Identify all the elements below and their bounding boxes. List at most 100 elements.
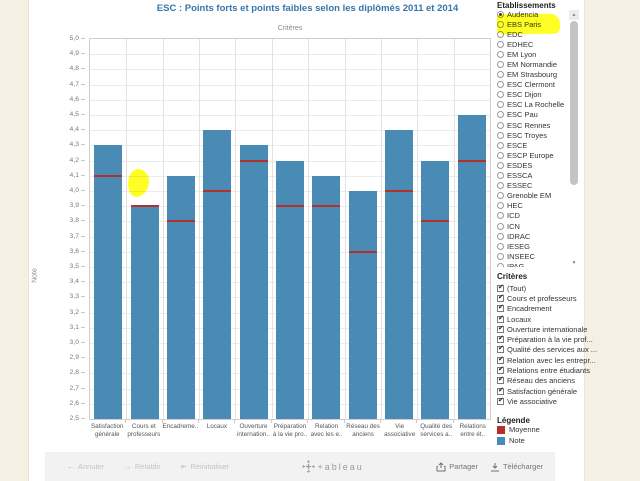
checkbox-icon: ✔ — [497, 294, 504, 302]
etablissement-option-esc-troyes[interactable]: ESC Troyes — [497, 130, 569, 140]
legend-label: Moyenne — [509, 425, 540, 434]
etablissement-option-esce[interactable]: ESCE — [497, 140, 569, 150]
legend-item-moyenne[interactable]: Moyenne — [497, 424, 540, 435]
scroll-down-icon[interactable]: ▼ — [571, 260, 577, 266]
etablissement-label: EDC — [507, 29, 523, 39]
critere-option-relations-entre-tudiants[interactable]: ✔ Relations entre étudiants — [497, 365, 590, 375]
column-separator — [417, 39, 419, 419]
etablissement-option-escp-europe[interactable]: ESCP Europe — [497, 150, 569, 160]
note-bar[interactable] — [130, 206, 159, 419]
radio-icon — [497, 40, 504, 48]
radio-icon — [497, 232, 504, 240]
etablissement-option-icd[interactable]: ICD — [497, 211, 569, 221]
checkmark-icon: ✔ — [498, 366, 504, 374]
radio-icon — [497, 91, 504, 99]
etablissement-option-essca[interactable]: ESSCA — [497, 171, 569, 181]
note-bar[interactable] — [203, 130, 232, 419]
etablissement-option-ieseg[interactable]: IESEG — [497, 241, 569, 251]
note-bar[interactable] — [166, 175, 195, 419]
note-bar[interactable] — [457, 115, 486, 419]
undo-button[interactable]: ← Annuler — [67, 462, 104, 471]
etablissement-option-esc-la-rochelle[interactable]: ESC La Rochelle — [497, 100, 569, 110]
etablissement-option-inseec[interactable]: INSEEC — [497, 251, 569, 261]
etablissement-label: ESSEC — [507, 181, 533, 191]
reset-button[interactable]: ⇤ Réinitialiser — [180, 462, 230, 471]
x-tick-mark — [234, 420, 236, 423]
x-axis-category-label: Relation avec les e.. — [310, 423, 343, 438]
column-separator — [235, 39, 237, 419]
moyenne-tick[interactable] — [385, 190, 414, 192]
critere-option-r-seau-des-anciens[interactable]: ✔ Réseau des anciens — [497, 376, 585, 386]
x-axis-category-label: Encadreme.. — [162, 423, 199, 430]
critere-option-cours-et-professeurs[interactable]: ✔ Cours et professeurs — [497, 293, 585, 303]
etablissement-option-hec[interactable]: HEC — [497, 201, 569, 211]
y-tick-mark — [81, 144, 85, 146]
critere-option-(tout)[interactable]: ✔ (Tout) — [497, 283, 585, 293]
gridline — [90, 99, 490, 101]
etablissement-option-esc-dijon[interactable]: ESC Dijon — [497, 90, 569, 100]
moyenne-tick[interactable] — [421, 220, 450, 223]
etablissement-option-grenoble-em[interactable]: Grenoble EM — [497, 191, 569, 201]
redo-arrow-icon: → — [123, 462, 132, 471]
column-separator — [162, 39, 164, 419]
download-button[interactable]: Télécharger — [490, 462, 543, 472]
critere-option-pr-paration-la-vie-prof-[interactable]: ✔ Préparation à la vie prof... — [497, 334, 593, 344]
etablissement-option-em-normandie[interactable]: EM Normandie — [497, 59, 569, 69]
note-bar[interactable] — [312, 175, 341, 419]
radio-icon — [497, 222, 504, 230]
x-tick-mark — [125, 420, 127, 423]
critere-option-vie-associative[interactable]: ✔ Vie associative — [497, 396, 585, 406]
etablissement-option-em-strasbourg[interactable]: EM Strasbourg — [497, 70, 569, 80]
etablissement-option-essec[interactable]: ESSEC — [497, 181, 569, 191]
tableau-logo-icon — [301, 460, 315, 473]
y-tick-label: 3,9 — [69, 202, 79, 210]
yellow-highlight-annotation — [497, 13, 561, 35]
moyenne-tick[interactable] — [276, 205, 304, 208]
criteres-header: Critères — [497, 272, 528, 281]
y-tick-mark — [81, 281, 85, 283]
etablissement-option-esdes[interactable]: ESDES — [497, 160, 569, 170]
moyenne-tick[interactable] — [312, 205, 341, 208]
moyenne-tick[interactable] — [130, 205, 159, 208]
etablissement-option-icn[interactable]: ICN — [497, 221, 569, 231]
etablissement-option-edhec[interactable]: EDHEC — [497, 39, 569, 49]
critere-label: Vie associative — [507, 396, 557, 406]
etablissement-option-em-lyon[interactable]: EM Lyon — [497, 49, 569, 59]
share-button[interactable]: Partager — [436, 461, 478, 472]
note-bar[interactable] — [239, 145, 268, 419]
note-bar[interactable] — [385, 130, 414, 419]
etablissement-option-esc-pau[interactable]: ESC Pau — [497, 110, 569, 120]
critere-option-relation-avec-les-entrepr-[interactable]: ✔ Relation avec les entrepr... — [497, 355, 596, 365]
moyenne-tick[interactable] — [94, 174, 123, 177]
etablissement-label: ESC La Rochelle — [507, 100, 565, 110]
etablissements-scrollbar[interactable]: ▲ ▼ — [569, 10, 579, 268]
etablissement-option-idrac[interactable]: IDRAC — [497, 231, 569, 241]
moyenne-tick[interactable] — [166, 220, 195, 223]
legend-item-note[interactable]: Note — [497, 435, 540, 446]
critere-option-satisfaction-g-n-rale[interactable]: ✔ Satisfaction générale — [497, 386, 585, 396]
etablissement-option-esc-rennes[interactable]: ESC Rennes — [497, 120, 569, 130]
note-bar[interactable] — [348, 191, 377, 419]
note-bar[interactable] — [421, 160, 450, 419]
moyenne-tick[interactable] — [457, 159, 486, 162]
critere-option-encadrement[interactable]: ✔ Encadrement — [497, 304, 585, 314]
scroll-up-icon[interactable]: ▲ — [569, 10, 579, 20]
etablissement-option-ipag[interactable]: IPAG — [497, 261, 569, 267]
critere-option-qualit-des-services-aux-[interactable]: ✔ Qualité des services aux ... — [497, 345, 597, 355]
y-tick-mark — [81, 326, 85, 328]
critere-option-ouverture-internationale[interactable]: ✔ Ouverture internationale — [497, 324, 587, 334]
scrollbar-thumb[interactable] — [570, 21, 578, 185]
etablissement-label: ESSCA — [507, 171, 533, 181]
moyenne-tick[interactable] — [348, 250, 377, 253]
y-tick-label: 4,6 — [69, 95, 79, 103]
note-bar[interactable] — [94, 145, 123, 419]
tableau-logo[interactable]: +ableau — [229, 460, 436, 473]
redo-button[interactable]: → Rétablir — [123, 462, 161, 471]
note-bar[interactable] — [276, 160, 304, 419]
undo-arrow-icon: ← — [67, 462, 75, 471]
moyenne-tick[interactable] — [203, 190, 232, 192]
moyenne-tick[interactable] — [239, 159, 268, 162]
x-axis-category-label: Satisfaction générale — [90, 423, 124, 438]
etablissement-option-esc-clermont[interactable]: ESC Clermont — [497, 80, 569, 90]
critere-option-locaux[interactable]: ✔ Locaux — [497, 314, 585, 324]
